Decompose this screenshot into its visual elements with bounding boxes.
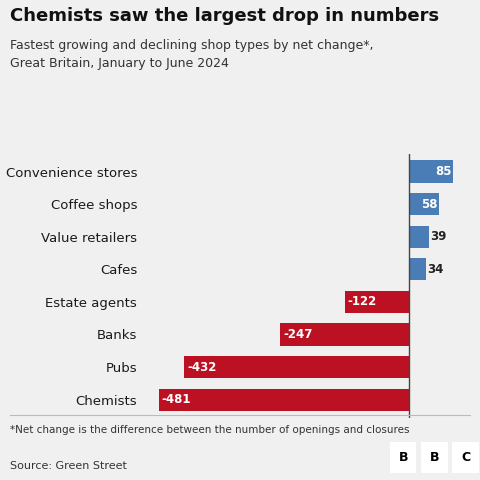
Text: 39: 39 xyxy=(430,230,446,243)
Bar xyxy=(408,160,453,182)
Text: -122: -122 xyxy=(348,295,377,308)
Text: *Net change is the difference between the number of openings and closures: *Net change is the difference between th… xyxy=(10,425,409,435)
Text: 34: 34 xyxy=(427,263,444,276)
Text: B: B xyxy=(398,451,408,464)
Text: B: B xyxy=(430,451,439,464)
Text: 85: 85 xyxy=(435,165,452,178)
Bar xyxy=(159,389,408,411)
Bar xyxy=(345,291,408,313)
Bar xyxy=(184,356,408,378)
Bar xyxy=(408,258,426,280)
Bar xyxy=(280,324,408,346)
Text: 58: 58 xyxy=(421,198,438,211)
Text: -247: -247 xyxy=(283,328,312,341)
Text: Fastest growing and declining shop types by net change*,
Great Britain, January : Fastest growing and declining shop types… xyxy=(10,39,373,71)
Text: Chemists saw the largest drop in numbers: Chemists saw the largest drop in numbers xyxy=(10,7,439,25)
Text: -432: -432 xyxy=(187,360,216,373)
Text: Source: Green Street: Source: Green Street xyxy=(10,461,126,471)
Bar xyxy=(408,226,429,248)
Text: -481: -481 xyxy=(162,393,191,406)
Bar xyxy=(408,193,439,215)
Text: C: C xyxy=(461,451,470,464)
